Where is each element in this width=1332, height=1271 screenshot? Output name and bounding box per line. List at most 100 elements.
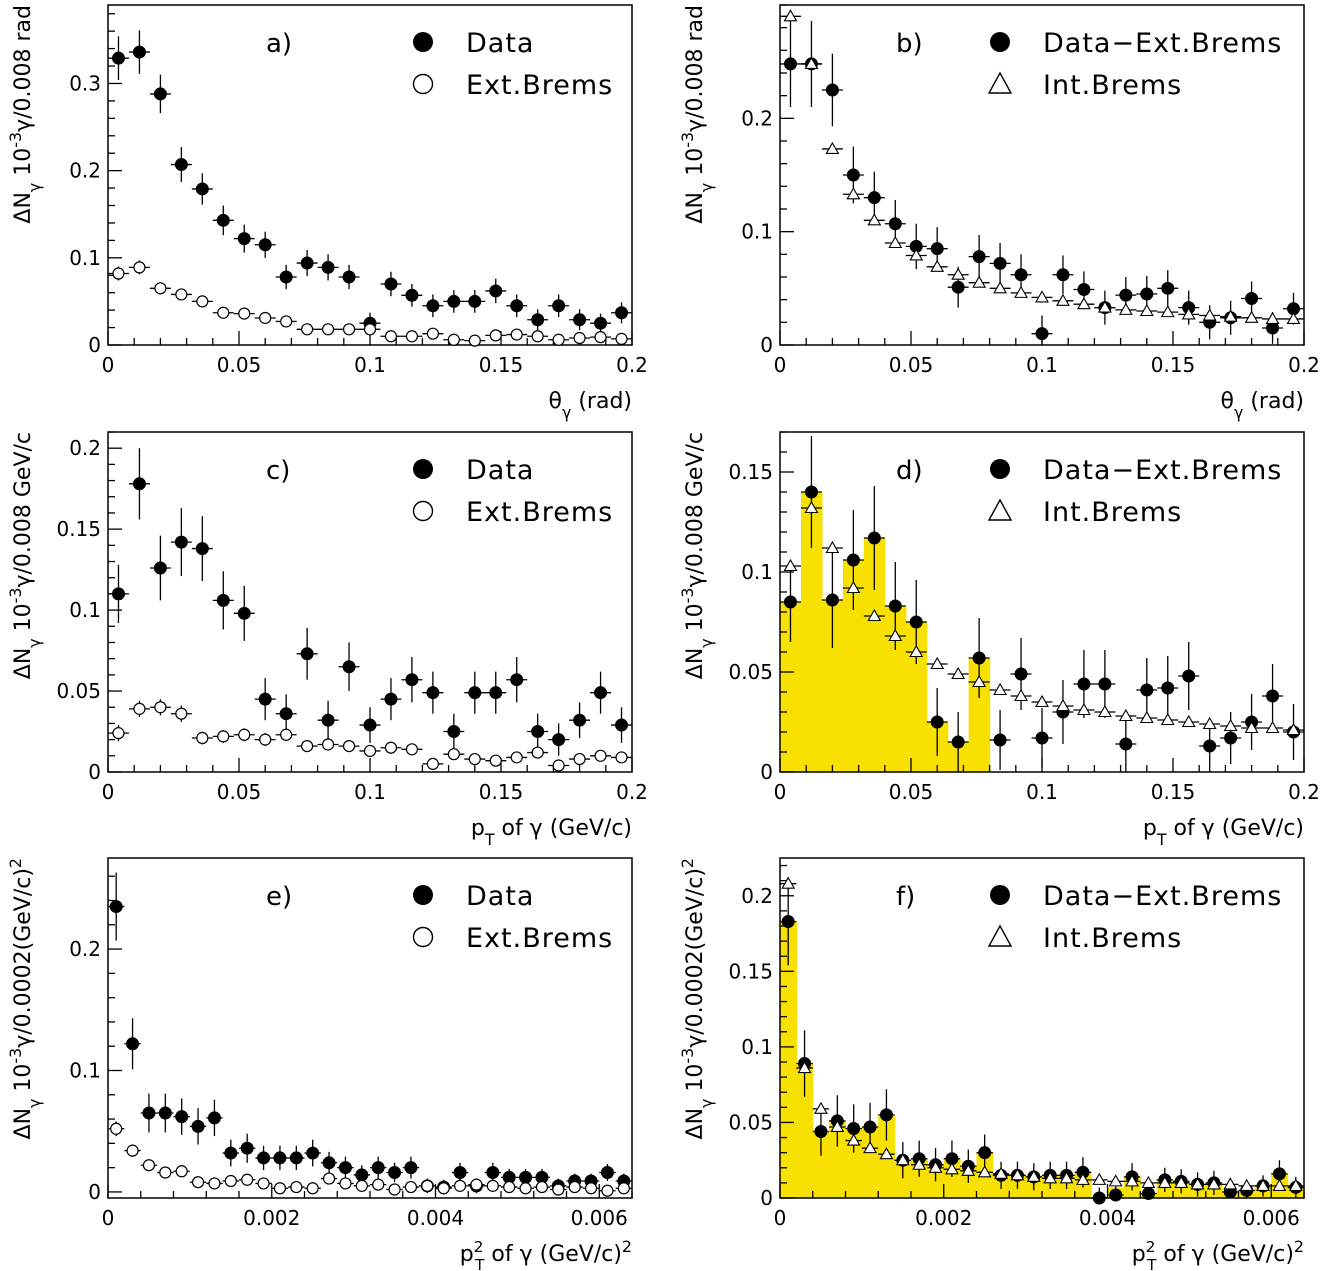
data-point xyxy=(259,311,272,325)
data-point xyxy=(617,1182,630,1195)
data-point xyxy=(191,1119,205,1133)
y-tick-label: 0 xyxy=(760,760,773,784)
x-tick-label: 0.2 xyxy=(616,780,648,804)
data-point xyxy=(993,733,1007,747)
legend-label: Int.Brems xyxy=(1043,497,1182,528)
data-point xyxy=(783,9,798,22)
x-tick-label: 0 xyxy=(774,780,787,804)
data-point xyxy=(175,288,188,301)
data-point xyxy=(404,1161,418,1175)
data-point xyxy=(371,1161,385,1175)
x-tick-label: 0.006 xyxy=(571,1206,628,1230)
series-open-triangle xyxy=(780,876,1304,1191)
data-point xyxy=(342,660,356,674)
data-point xyxy=(1014,667,1028,681)
panel-label: d) xyxy=(896,456,923,486)
data-point xyxy=(196,295,209,308)
data-point xyxy=(447,725,461,739)
data-point xyxy=(321,260,335,274)
data-point xyxy=(388,1183,401,1196)
x-tick-label: 0.2 xyxy=(616,353,648,377)
y-tick-label: 0.1 xyxy=(69,598,101,622)
y-tick-label: 0 xyxy=(88,333,101,357)
x-tick-label: 0.05 xyxy=(217,353,262,377)
x-tick-label: 0 xyxy=(102,353,115,377)
data-point xyxy=(289,1151,303,1165)
y-tick-label: 0.05 xyxy=(728,1110,773,1134)
data-point xyxy=(1139,303,1154,317)
data-point xyxy=(339,1177,352,1190)
data-point xyxy=(1075,1172,1090,1185)
data-point xyxy=(1056,698,1070,712)
data-point xyxy=(489,329,502,342)
legend-label: Ext.Brems xyxy=(466,70,613,101)
series-open-circle xyxy=(108,1121,632,1197)
histogram-bar xyxy=(943,1158,961,1198)
data-point xyxy=(453,1179,467,1192)
legend-label: Data xyxy=(466,455,534,486)
data-point xyxy=(909,615,923,629)
data-point xyxy=(783,558,798,572)
series-filled-circle xyxy=(108,448,632,756)
y-axis-title: ΔNγ 10-3γ/0.008 rad xyxy=(6,5,44,224)
data-point xyxy=(238,728,251,741)
data-point xyxy=(273,1151,287,1165)
data-point xyxy=(447,294,461,308)
x-tick-label: 0.004 xyxy=(407,1206,464,1230)
data-point xyxy=(208,1177,221,1190)
x-tick-label: 0.002 xyxy=(915,1206,972,1230)
data-point xyxy=(126,1037,140,1051)
y-tick-label: 0.3 xyxy=(69,71,101,95)
series-filled-circle xyxy=(780,436,1304,772)
data-point xyxy=(217,306,230,319)
data-point xyxy=(594,331,607,344)
y-tick-label: 0.1 xyxy=(69,246,101,270)
data-point xyxy=(1118,708,1133,722)
data-point xyxy=(972,275,987,288)
data-point xyxy=(994,1166,1009,1179)
legend-label: Data−Ext.Brems xyxy=(1043,881,1282,912)
data-point xyxy=(783,595,797,609)
data-point xyxy=(468,752,481,766)
x-tick-label: 0.05 xyxy=(889,780,934,804)
x-tick-label: 0.15 xyxy=(479,780,524,804)
data-point xyxy=(1161,681,1175,695)
x-tick-label: 0.2 xyxy=(1288,353,1320,377)
data-point xyxy=(993,256,1007,270)
y-tick-label: 0.05 xyxy=(56,679,101,703)
data-point xyxy=(951,267,966,280)
data-point xyxy=(468,334,481,347)
data-point xyxy=(510,673,524,687)
histogram-bar xyxy=(800,492,823,772)
x-tick-label: 0 xyxy=(102,1206,115,1230)
legend-marker xyxy=(413,885,433,905)
y-tick-label: 0.1 xyxy=(741,1035,773,1059)
histogram-bar xyxy=(842,560,865,772)
histogram-bar xyxy=(863,538,886,772)
legend-label: Ext.Brems xyxy=(466,497,613,528)
data-point xyxy=(552,733,566,747)
data-point xyxy=(1160,712,1175,726)
legend-label: Data xyxy=(466,881,534,912)
x-tick-label: 0.1 xyxy=(1026,353,1058,377)
panel-c: 0 0.05 0.1 0.15 0.2 0 0.05 0.1 0.15 0.2 pT of γ (G… xyxy=(6,431,648,849)
panel-label: e) xyxy=(266,882,292,912)
data-point xyxy=(1174,1175,1189,1188)
x-tick-label: 0.05 xyxy=(889,353,934,377)
data-point xyxy=(132,477,146,491)
data-point xyxy=(1097,704,1112,718)
data-point xyxy=(993,281,1008,294)
data-point xyxy=(196,731,209,745)
x-tick-label: 0 xyxy=(774,1206,787,1230)
x-axis-title: p2 T of γ (GeV/c)2 xyxy=(460,1237,632,1271)
y-tick-label: 0.1 xyxy=(741,220,773,244)
data-point xyxy=(1272,1178,1287,1191)
data-point xyxy=(153,87,167,101)
legend-marker xyxy=(987,498,1013,521)
data-point xyxy=(470,1178,483,1191)
data-point xyxy=(384,741,398,754)
data-point xyxy=(615,751,628,764)
data-point xyxy=(489,754,502,767)
data-point xyxy=(468,686,482,700)
data-point xyxy=(615,306,629,320)
